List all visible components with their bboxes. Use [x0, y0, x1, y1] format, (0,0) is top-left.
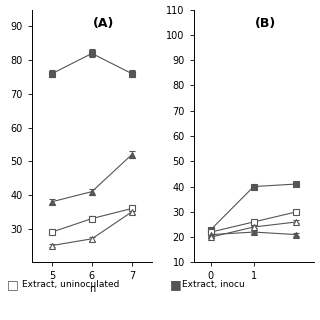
X-axis label: n: n — [89, 284, 95, 294]
Text: Extract, inocu: Extract, inocu — [182, 280, 245, 289]
Text: (A): (A) — [93, 17, 115, 30]
Text: (B): (B) — [255, 17, 276, 30]
Text: □: □ — [6, 278, 18, 291]
Text: ■: ■ — [170, 278, 181, 291]
Text: Extract, uninoculated: Extract, uninoculated — [22, 280, 120, 289]
